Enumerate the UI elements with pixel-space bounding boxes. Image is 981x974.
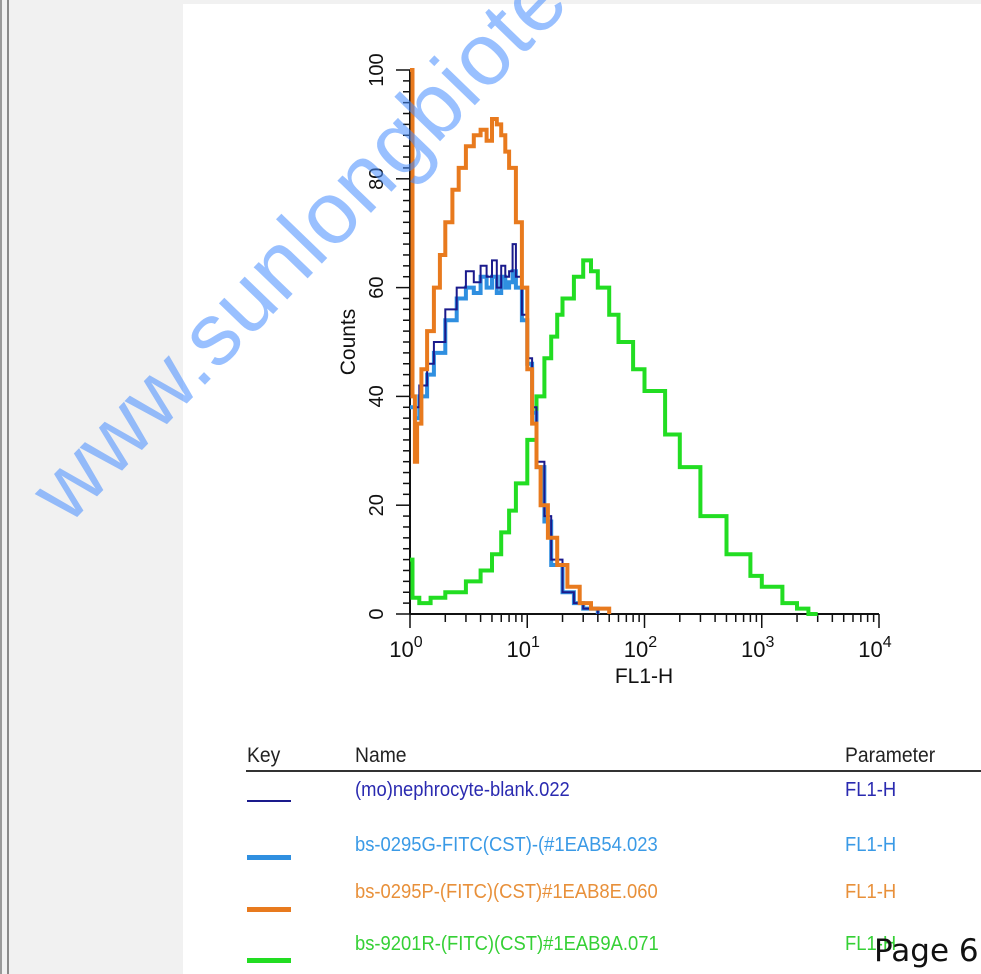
legend-header-parameter: Parameter — [845, 744, 936, 767]
legend-name-blank: (mo)nephrocyte-blank.022 — [355, 779, 570, 801]
y-tick-label: 80 — [366, 168, 388, 190]
y-tick-label: 20 — [366, 494, 388, 516]
legend-name-0295p: bs-0295P-(FITC)(CST)#1EAB8E.060 — [355, 881, 658, 903]
figure-panel — [183, 4, 981, 974]
legend-swatch-0295g — [247, 855, 291, 860]
chart-axes: 0 20 40 60 80 100 100 101 102 103 104 — [366, 53, 892, 662]
page-edge-inner — [7, 0, 9, 974]
legend-swatch-9201r — [247, 958, 291, 963]
legend-param-0295g: FL1-H — [845, 834, 897, 856]
x-tick-label: 103 — [741, 634, 774, 662]
x-tick-label: 102 — [624, 634, 657, 662]
series-line-3 — [410, 68, 612, 614]
x-axis-label: FL1-H — [615, 665, 673, 688]
legend-header-name: Name — [355, 744, 407, 767]
y-tick-label: 40 — [366, 385, 388, 407]
chart-series-group — [410, 68, 818, 616]
page-number-label: Page 6 — [874, 933, 979, 969]
legend-rule — [246, 770, 981, 772]
legend-name-0295g: bs-0295G-FITC(CST)-(#1EAB54.023 — [355, 834, 658, 856]
y-tick-label: 100 — [366, 53, 388, 86]
legend-param-0295p: FL1-H — [845, 881, 897, 903]
legend-name-9201r: bs-9201R-(FITC)(CST)#1EAB9A.071 — [355, 933, 659, 955]
legend-param-blank: FL1-H — [845, 779, 897, 801]
legend-swatch-0295p — [247, 907, 291, 912]
legend-param-9201r: FL1-H — [845, 933, 897, 955]
y-tick-label: 0 — [366, 608, 388, 619]
y-axis-label: Counts — [337, 309, 360, 376]
x-tick-label: 101 — [507, 634, 540, 662]
x-tick-label: 100 — [389, 634, 422, 662]
x-tick-label: 104 — [858, 634, 891, 662]
series-line-4 — [410, 258, 818, 616]
legend-header-key: Key — [247, 744, 281, 767]
page-edge-outer — [0, 0, 2, 974]
series-line-1 — [410, 243, 599, 614]
legend-swatch-blank — [247, 800, 291, 802]
y-tick-label: 60 — [366, 276, 388, 298]
